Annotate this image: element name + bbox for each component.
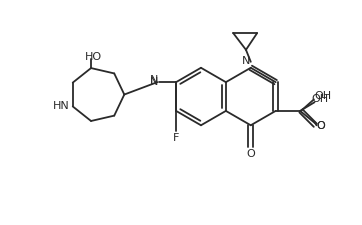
Text: HO: HO — [84, 52, 102, 62]
Text: OH: OH — [314, 91, 331, 101]
Text: OH: OH — [312, 94, 329, 104]
Text: O: O — [316, 121, 325, 131]
Text: N: N — [241, 56, 250, 66]
Text: O: O — [247, 149, 255, 159]
Text: N: N — [150, 77, 159, 87]
Text: F: F — [173, 133, 179, 143]
Text: O: O — [316, 121, 325, 131]
Text: N: N — [150, 75, 159, 85]
Text: HN: HN — [53, 101, 70, 111]
